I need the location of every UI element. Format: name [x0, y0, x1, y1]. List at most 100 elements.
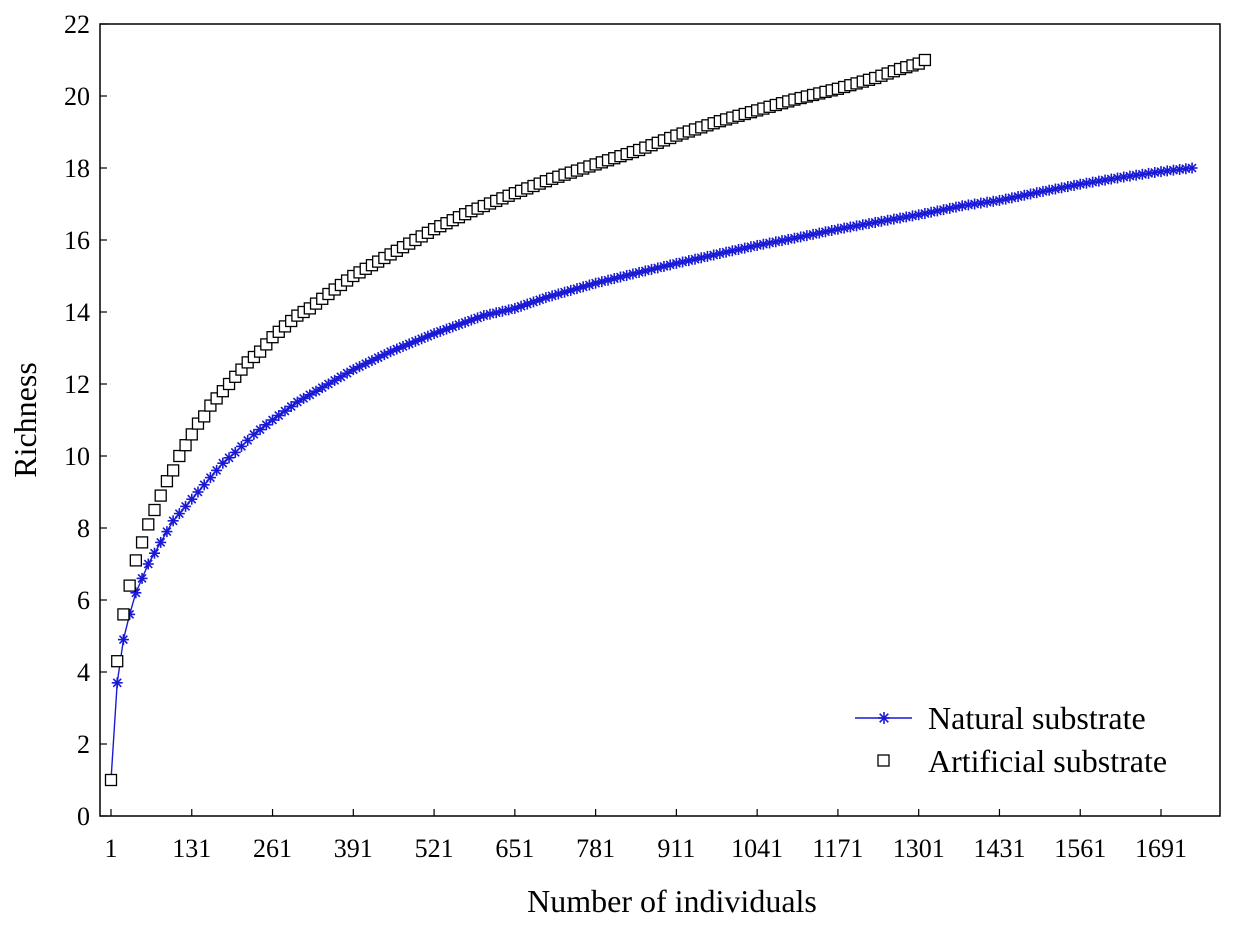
data-point-asterisk	[267, 414, 279, 426]
data-point-asterisk	[136, 572, 148, 584]
data-point-square	[235, 363, 248, 376]
legend: Natural substrate Artificial substrate	[855, 700, 1167, 779]
legend-asterisk-icon	[878, 712, 890, 724]
data-point-square	[216, 385, 229, 398]
x-tick-label: 261	[253, 834, 292, 863]
data-point-asterisk	[708, 249, 720, 261]
data-point-asterisk	[167, 515, 179, 527]
data-point-square	[173, 449, 186, 463]
x-tick-label: 521	[415, 834, 454, 863]
data-point-square	[135, 536, 149, 549]
series-line	[110, 167, 1193, 781]
data-point-asterisk	[254, 424, 266, 436]
data-point-asterisk	[273, 410, 285, 421]
data-point-asterisk	[186, 493, 198, 505]
data-point-asterisk	[1124, 170, 1136, 182]
data-point-asterisk	[956, 200, 968, 212]
y-tick-label: 6	[77, 586, 90, 615]
y-tick-label: 16	[64, 226, 90, 255]
data-point-asterisk	[148, 547, 160, 559]
data-point-square	[185, 428, 198, 441]
data-point-asterisk	[1186, 162, 1198, 174]
data-point-square	[222, 377, 236, 391]
data-point-square	[117, 608, 130, 621]
data-point-asterisk	[204, 472, 216, 484]
data-point-asterisk	[117, 634, 129, 646]
data-point-asterisk	[1080, 177, 1092, 189]
y-tick-label: 22	[64, 10, 90, 39]
y-tick-label: 18	[64, 154, 90, 183]
data-point-square	[229, 370, 242, 383]
data-point-square	[210, 392, 223, 405]
data-point-square	[154, 489, 167, 502]
data-point-asterisk	[552, 288, 564, 300]
data-point-asterisk	[211, 464, 223, 476]
data-point-square	[191, 417, 205, 430]
x-tick-label: 1561	[1054, 834, 1106, 863]
x-axis-label: Number of individuals	[527, 883, 817, 919]
data-point-asterisk	[111, 677, 123, 689]
data-point-square	[111, 655, 124, 668]
data-point-square	[142, 518, 155, 531]
x-tick-label: 391	[334, 834, 373, 863]
series-natural-substrate	[105, 162, 1198, 786]
data-point-square	[123, 579, 136, 592]
data-point-asterisk	[192, 486, 204, 498]
data-point-asterisk	[260, 419, 272, 431]
y-tick-label: 4	[77, 658, 90, 687]
data-point-asterisk	[1037, 185, 1049, 197]
data-point-asterisk	[826, 224, 838, 236]
legend-artificial-square-marker	[877, 754, 890, 767]
data-point-asterisk	[1006, 192, 1018, 204]
data-point-asterisk	[235, 440, 247, 452]
data-point-asterisk	[1025, 188, 1037, 200]
data-point-asterisk	[1105, 173, 1117, 185]
y-tick-label: 12	[64, 370, 90, 399]
x-tick-label: 651	[495, 834, 534, 863]
x-tick-label: 131	[172, 834, 211, 863]
data-point-asterisk	[279, 405, 291, 417]
data-point-asterisk	[770, 236, 782, 248]
x-tick-label: 1171	[812, 834, 863, 863]
x-axis-ticks: 1 131 261 391 521 651 781 911 1041 1171 1301 1431 15…	[105, 809, 1187, 863]
y-tick-label: 10	[64, 442, 90, 471]
legend-natural-asterisk-marker	[878, 712, 890, 724]
legend-artificial-label: Artificial substrate	[928, 743, 1167, 779]
data-point-square	[198, 410, 211, 423]
data-point-square	[148, 503, 161, 517]
data-point-asterisk	[155, 536, 167, 548]
data-point-asterisk	[173, 508, 185, 520]
y-tick-label: 20	[64, 82, 90, 111]
legend-natural-label: Natural substrate	[928, 700, 1146, 736]
y-axis-label: Richness	[7, 362, 43, 478]
data-point-asterisk	[403, 338, 415, 350]
data-point-square	[918, 53, 932, 67]
data-point-square	[204, 399, 217, 412]
data-point-square	[260, 338, 273, 351]
data-point-asterisk	[745, 241, 757, 253]
data-point-asterisk	[180, 500, 192, 512]
data-point-asterisk	[726, 245, 738, 257]
x-tick-label: 1041	[731, 834, 783, 863]
data-point-square	[129, 554, 143, 567]
y-axis-ticks: 0 2 4 6 8 10 12 14 16 18 20 22	[64, 10, 107, 831]
data-point-asterisk	[198, 479, 210, 491]
x-tick-label: 1691	[1135, 834, 1187, 863]
data-point-square	[253, 345, 267, 358]
data-point-asterisk	[298, 392, 310, 404]
data-point-square	[179, 439, 192, 452]
data-point-asterisk	[161, 526, 173, 538]
y-tick-label: 2	[77, 730, 90, 759]
x-tick-label: 911	[657, 834, 695, 863]
plot-frame	[99, 23, 1221, 817]
x-tick-label: 1	[105, 834, 118, 863]
y-tick-label: 14	[64, 298, 90, 327]
data-point-square	[104, 773, 118, 787]
data-point-asterisk	[285, 401, 297, 412]
y-tick-label: 0	[77, 802, 90, 831]
series-layer	[104, 53, 1198, 787]
x-tick-label: 1301	[893, 834, 945, 863]
data-point-square	[160, 475, 174, 488]
